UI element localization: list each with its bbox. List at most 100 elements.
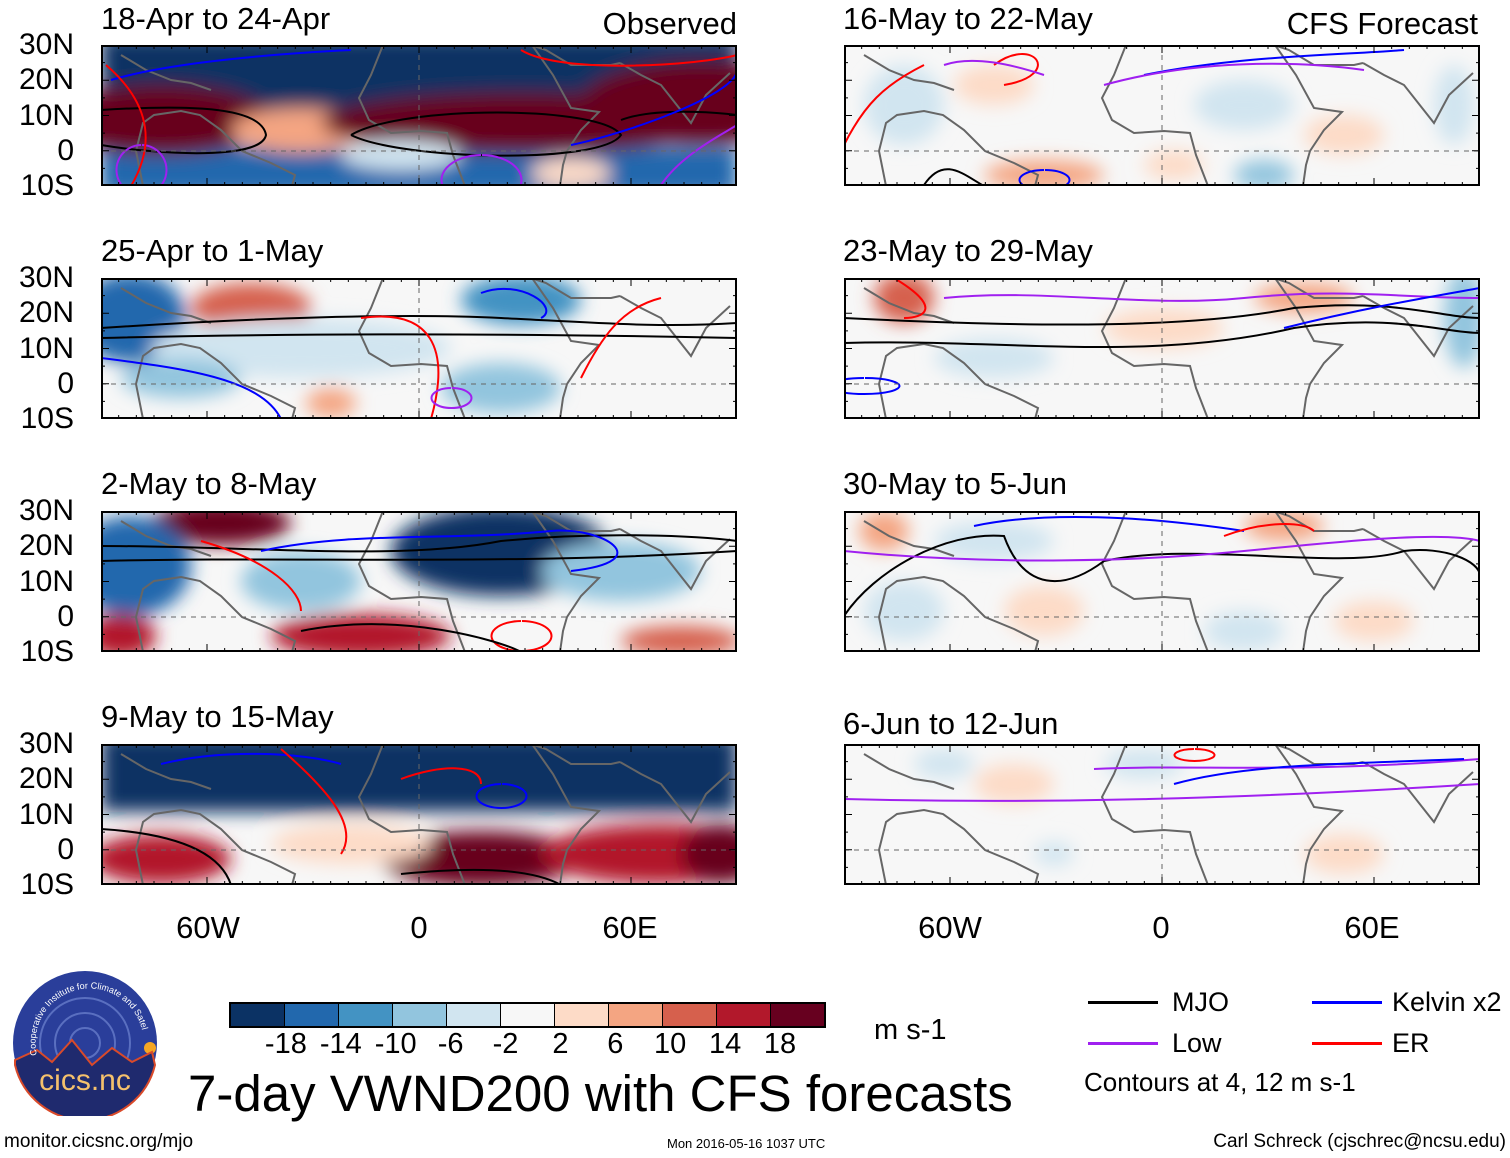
panel-title: 6-Jun to 12-Jun — [843, 706, 1059, 741]
lon-tick-label: 0 — [1152, 910, 1170, 945]
coastline — [134, 575, 297, 652]
coastline — [1273, 278, 1364, 299]
anomaly-shading — [1334, 601, 1414, 641]
colorbar-swatch — [555, 1004, 609, 1026]
wave-contour — [1093, 758, 1480, 770]
anomaly-shading — [101, 516, 191, 616]
map-panel-obs-1 — [101, 45, 737, 186]
wave-contour — [440, 154, 523, 186]
colorbar-units: m s-1 — [874, 1014, 947, 1046]
lat-tick-label: 0 — [57, 599, 74, 633]
lat-tick-label: 20N — [18, 296, 74, 330]
anomaly-shading — [1144, 150, 1204, 180]
anomaly-shading — [1034, 842, 1074, 866]
anomaly-shading — [1194, 80, 1294, 130]
coastline — [530, 45, 621, 66]
wave-contour — [844, 534, 1480, 617]
legend-line-low — [1088, 1042, 1158, 1045]
lat-tick-label: 10N — [18, 797, 74, 831]
wave-contour — [844, 304, 1480, 326]
coastline — [134, 342, 297, 419]
colorbar-tick-label: 2 — [552, 1028, 569, 1060]
anomaly-shading — [121, 358, 241, 398]
anomaly-shading — [1304, 115, 1384, 155]
panel-title: 23-May to 29-May — [843, 233, 1093, 268]
anomaly-shading — [1104, 749, 1184, 779]
legend-label-mjo: MJO — [1172, 987, 1229, 1017]
anomaly-shading — [934, 521, 1054, 561]
anomaly-shading — [1234, 160, 1294, 186]
coastline — [877, 808, 1040, 885]
panel-title: 16-May to 22-May — [843, 1, 1093, 36]
map-panel-fcst-4 — [844, 744, 1480, 885]
footer-url: monitor.cicsnc.org/mjo — [4, 1131, 194, 1152]
lat-tick-label: 20N — [18, 529, 74, 563]
wave-contour — [101, 357, 282, 419]
coastline — [357, 511, 466, 652]
colorbar-swatch — [717, 1004, 771, 1026]
anomaly-shading — [531, 158, 611, 186]
wave-contour — [350, 111, 623, 157]
colorbar-tick-label: -2 — [492, 1028, 519, 1060]
wave-contour — [844, 321, 1480, 348]
wave-contour — [893, 278, 927, 319]
lat-tick-label: 30N — [18, 261, 74, 294]
coastline — [863, 54, 955, 91]
legend-label-er: ER — [1392, 1028, 1430, 1058]
lat-tick-label: 30N — [18, 727, 74, 760]
lon-tick-label: 60E — [602, 910, 658, 945]
lon-tick-label: 0 — [410, 910, 428, 945]
coastline — [619, 528, 731, 591]
anomaly-shading — [954, 65, 1034, 105]
coastline — [357, 45, 466, 186]
wave-contour — [844, 64, 925, 146]
wave-contour — [943, 59, 1045, 76]
wave-contour — [110, 49, 352, 81]
colorbar-swatch — [663, 1004, 717, 1026]
coastline — [863, 520, 955, 557]
legend-label-kelvin: Kelvin x2 — [1392, 987, 1502, 1017]
contour-note: Contours at 4, 12 m s-1 — [1084, 1067, 1356, 1097]
anomaly-shading — [874, 278, 934, 323]
wave-contour — [101, 106, 268, 155]
map-panel-obs-3 — [101, 511, 737, 652]
map-panel-fcst-1 — [844, 45, 1480, 186]
lat-tick-label: 10S — [20, 169, 74, 202]
coastline — [120, 287, 212, 324]
colorbar-tick-label: 14 — [708, 1028, 742, 1060]
anomaly-shading — [681, 824, 737, 884]
legend-line-kelvin — [1312, 1001, 1382, 1004]
wave-contour — [260, 529, 619, 572]
colorbar-tick-label: -6 — [437, 1028, 464, 1060]
wave-contour — [620, 110, 737, 121]
wave-contour — [993, 53, 1039, 86]
lat-tick-label: 10N — [18, 331, 74, 365]
anomaly-shading — [914, 749, 974, 779]
anomaly-shading — [864, 581, 944, 641]
wave-contour — [105, 64, 147, 186]
logo-text: cics.nc — [39, 1064, 131, 1097]
colorbar-tick-label: 6 — [607, 1028, 624, 1060]
colorbar-swatch — [609, 1004, 663, 1026]
coastline — [134, 808, 297, 885]
anomaly-shading — [1004, 586, 1084, 636]
lat-tick-label: 10N — [18, 564, 74, 598]
colorbar-swatch — [285, 1004, 339, 1026]
lat-tick-label: 0 — [57, 133, 74, 167]
map-panel-obs-4 — [101, 744, 737, 885]
colorbar-tick-label: -10 — [374, 1028, 417, 1060]
wave-contour — [101, 333, 737, 339]
lat-tick-label: 0 — [57, 366, 74, 400]
lat-tick-label: 30N — [18, 28, 74, 61]
wave-contour — [400, 767, 482, 785]
colorbar-tick-label: 10 — [654, 1028, 687, 1060]
anomaly-shading — [271, 614, 451, 652]
lon-tick-label: 60W — [176, 910, 240, 945]
coastline — [357, 744, 466, 885]
colorbar-tick-label: -14 — [319, 1028, 362, 1060]
panel-title: 18-Apr to 24-Apr — [101, 1, 331, 36]
wave-contour — [430, 387, 473, 409]
wave-contour — [1173, 758, 1465, 785]
wave-contour — [844, 535, 1480, 562]
coastline — [530, 744, 621, 765]
